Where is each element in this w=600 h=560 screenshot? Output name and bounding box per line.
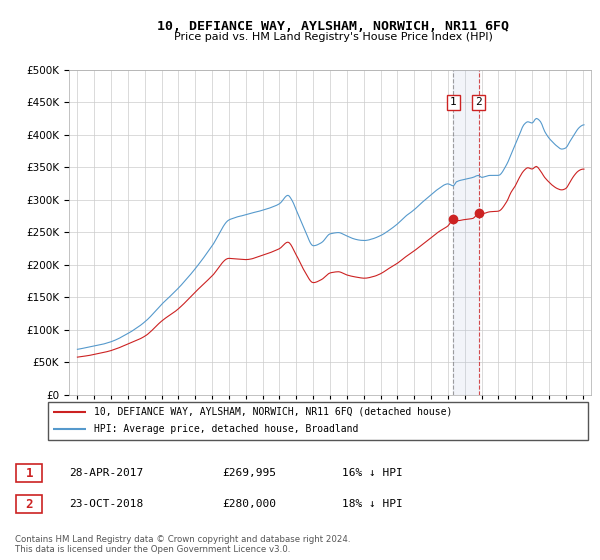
- Text: 18% ↓ HPI: 18% ↓ HPI: [342, 499, 403, 509]
- Text: 23-OCT-2018: 23-OCT-2018: [69, 499, 143, 509]
- Text: 1: 1: [450, 97, 457, 108]
- Text: £269,995: £269,995: [222, 468, 276, 478]
- Text: HPI: Average price, detached house, Broadland: HPI: Average price, detached house, Broa…: [94, 424, 358, 435]
- Text: 2: 2: [26, 497, 33, 511]
- Text: Price paid vs. HM Land Registry's House Price Index (HPI): Price paid vs. HM Land Registry's House …: [173, 32, 493, 42]
- Text: 28-APR-2017: 28-APR-2017: [69, 468, 143, 478]
- Text: 10, DEFIANCE WAY, AYLSHAM, NORWICH, NR11 6FQ (detached house): 10, DEFIANCE WAY, AYLSHAM, NORWICH, NR11…: [94, 407, 452, 417]
- Bar: [454, 70, 479, 395]
- Text: Contains HM Land Registry data © Crown copyright and database right 2024.
This d: Contains HM Land Registry data © Crown c…: [15, 535, 350, 554]
- Text: 16% ↓ HPI: 16% ↓ HPI: [342, 468, 403, 478]
- Text: 10, DEFIANCE WAY, AYLSHAM, NORWICH, NR11 6FQ: 10, DEFIANCE WAY, AYLSHAM, NORWICH, NR11…: [157, 20, 509, 32]
- Text: 1: 1: [26, 466, 33, 480]
- Text: 2: 2: [475, 97, 482, 108]
- Text: £280,000: £280,000: [222, 499, 276, 509]
